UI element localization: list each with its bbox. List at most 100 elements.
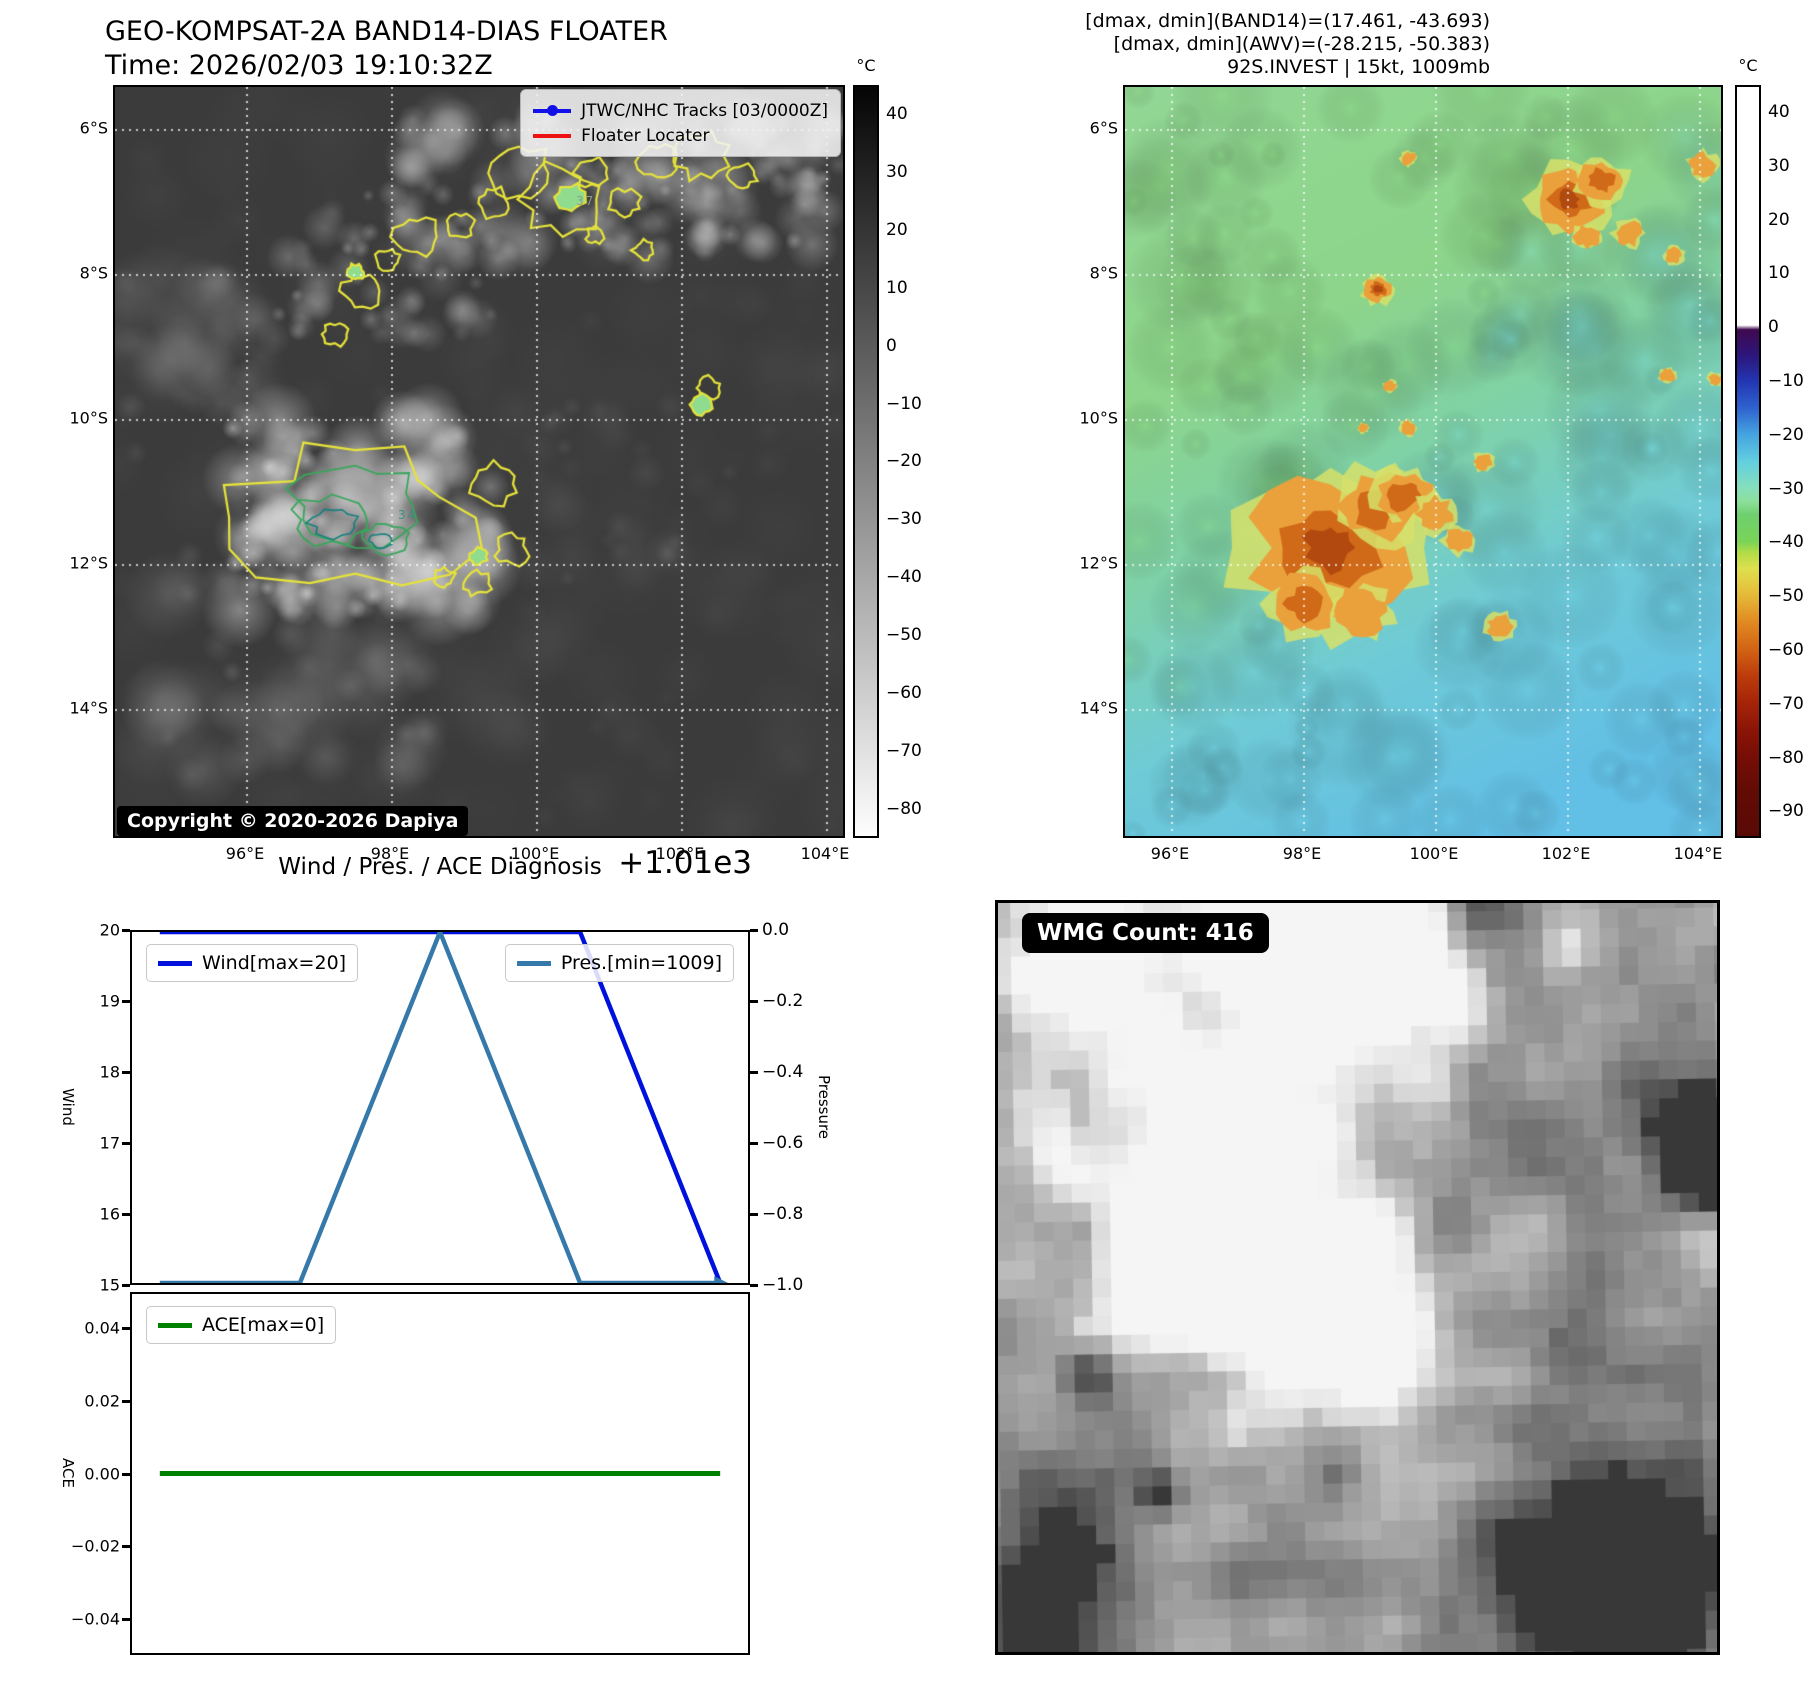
pressure-y-tick: −0.6: [762, 1133, 804, 1153]
awv-colorbar-tick: −40: [1768, 532, 1804, 553]
band14-y-tick: 14°S: [69, 698, 108, 718]
wmg-count-badge: WMG Count: 416: [1022, 913, 1269, 953]
band14-colorbar-tick: 40: [886, 104, 908, 124]
pressure-line-swatch: [516, 960, 551, 966]
band14-colorbar-tick: −30: [886, 509, 922, 530]
awv-header-line-band14: [dmax, dmin](BAND14)=(17.461, -43.693): [1085, 10, 1490, 32]
wind-y-tickmark: [122, 1142, 130, 1145]
ace-y-tick: −0.02: [70, 1536, 120, 1556]
wind-axis-label: Wind: [59, 1088, 77, 1126]
wmg-panel: WMG Count: 416: [995, 900, 1720, 1655]
band14-time: Time: 2026/02/03 19:10:32Z: [105, 50, 493, 81]
ace-y-tick: 0.00: [84, 1464, 120, 1484]
awv-colorbar-tick: −10: [1768, 371, 1804, 391]
wind-y-tickmark: [122, 1213, 130, 1216]
awv-header-line-awv: [dmax, dmin](AWV)=(-28.215, -50.383): [1113, 33, 1490, 55]
awv-x-tick: 102°E: [1541, 844, 1591, 863]
awv-y-tick: 6°S: [1089, 118, 1118, 138]
wind-y-tickmark: [122, 929, 130, 932]
pressure-axis-label: Pressure: [815, 1074, 833, 1140]
contour-label-34: 34: [398, 508, 418, 522]
band14-colorbar-tick: −80: [886, 798, 922, 819]
awv-colorbar-tick: 20: [1768, 209, 1790, 230]
awv-x-tick: 104°E: [1673, 844, 1723, 863]
band14-map-legend: JTWC/NHC Tracks [03/0000Z] Floater Locat…: [520, 89, 841, 157]
ace-line-swatch: [158, 1322, 192, 1328]
awv-y-tick: 12°S: [1079, 553, 1118, 573]
awv-colorbar-tick: 10: [1768, 263, 1790, 284]
awv-x-tick: 98°E: [1282, 844, 1322, 863]
ace-y-tick: 0.02: [84, 1391, 120, 1411]
wind-y-tick: 15: [99, 1275, 120, 1295]
awv-colorbar-tick: −60: [1768, 640, 1804, 660]
pressure-y-tickmark: [750, 929, 758, 932]
pressure-line-arrowhead: [714, 1276, 729, 1283]
wind-legend: Wind[max=20]: [146, 944, 359, 982]
pressure-y-tickmark: [750, 1142, 758, 1145]
awv-colorbar-tick: −20: [1768, 424, 1804, 445]
awv-colorbar-tick: −80: [1768, 747, 1804, 768]
pressure-y-tickmark: [750, 1000, 758, 1003]
awv-colorbar-tick: −70: [1768, 693, 1804, 714]
floater-line-swatch: [533, 133, 572, 138]
awv-satellite-image: [1125, 87, 1721, 836]
ace-y-tickmark: [122, 1473, 130, 1476]
pressure-axis-offset: +1.01e3: [618, 845, 752, 881]
pressure-y-tick: −1.0: [762, 1275, 804, 1295]
awv-y-tick: 8°S: [1089, 263, 1118, 283]
awv-header: [dmax, dmin](BAND14)=(17.461, -43.693) […: [1085, 10, 1490, 79]
ace-axis-label: ACE: [59, 1458, 77, 1488]
diagnosis-chart-title: Wind / Pres. / ACE Diagnosis: [278, 854, 602, 880]
ace-y-tickmark: [122, 1618, 130, 1621]
band14-y-tick: 12°S: [69, 553, 108, 573]
awv-colorbar-tick: 40: [1768, 102, 1790, 122]
band14-x-tick: 96°E: [225, 844, 265, 863]
ace-y-tick: −0.04: [70, 1609, 120, 1629]
pressure-y-tick: −0.2: [762, 991, 804, 1011]
band14-x-tick: 104°E: [800, 844, 850, 863]
band14-title: GEO-KOMPSAT-2A BAND14-DIAS FLOATER: [105, 16, 668, 47]
copyright-notice: Copyright © 2020-2026 Dapiya: [117, 806, 469, 836]
band14-colorbar-unit: °C: [856, 56, 876, 75]
awv-x-tick: 100°E: [1409, 844, 1459, 863]
awv-colorbar-tick: 0: [1768, 317, 1779, 338]
pressure-legend: Pres.[min=1009]: [504, 944, 734, 982]
band14-satellite-image: [115, 87, 843, 836]
band14-colorbar-tick: 20: [886, 219, 908, 240]
awv-colorbar: [1735, 85, 1761, 838]
awv-colorbar-tick: 30: [1768, 155, 1790, 176]
wind-line-swatch: [158, 960, 192, 966]
band14-map: JTWC/NHC Tracks [03/0000Z] Floater Locat…: [113, 85, 845, 838]
band14-colorbar: [853, 85, 879, 838]
series-line: [159, 932, 723, 1283]
ace-y-tick: 0.04: [84, 1318, 120, 1338]
awv-colorbar-tick: −50: [1768, 586, 1804, 607]
series-line: [159, 932, 721, 1283]
wind-y-tick: 16: [99, 1204, 120, 1224]
band14-colorbar-tick: 0: [886, 335, 897, 356]
pressure-y-tickmark: [750, 1284, 758, 1287]
legend-row-floater: Floater Locater: [533, 123, 828, 148]
awv-x-tick: 96°E: [1150, 844, 1190, 863]
ace-y-tickmark: [122, 1400, 130, 1403]
band14-colorbar-tick: −40: [886, 567, 922, 588]
band14-y-tick: 8°S: [79, 263, 108, 283]
pressure-legend-label: Pres.[min=1009]: [560, 952, 722, 974]
wind-pressure-plot: [159, 932, 729, 1283]
ace-y-tickmark: [122, 1327, 130, 1330]
wind-y-tickmark: [122, 1071, 130, 1074]
wmg-pixel-image: [998, 903, 1717, 1652]
wind-y-tick: 17: [99, 1133, 120, 1153]
band14-colorbar-tick: −50: [886, 625, 922, 646]
ace-y-tickmark: [122, 1545, 130, 1548]
pressure-y-tickmark: [750, 1071, 758, 1074]
track-line-swatch: [533, 104, 572, 116]
wind-y-tick: 19: [99, 991, 120, 1011]
ace-legend-label: ACE[max=0]: [202, 1314, 325, 1336]
wind-y-tick: 20: [99, 920, 120, 940]
awv-colorbar-tick: −90: [1768, 801, 1804, 822]
pressure-y-tick: −0.4: [762, 1062, 804, 1082]
ace-panel: ACE[max=0]: [130, 1292, 750, 1655]
wind-pressure-panel: Wind[max=20] Pres.[min=1009]: [130, 930, 750, 1285]
band14-y-tick: 10°S: [69, 408, 108, 428]
